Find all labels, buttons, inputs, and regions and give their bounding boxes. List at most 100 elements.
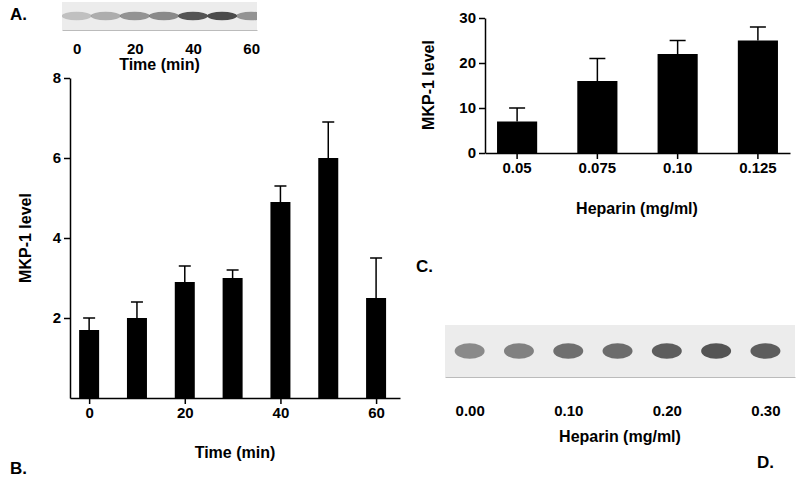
tick-label: 40 (185, 40, 202, 57)
band (149, 12, 179, 20)
tick-label: 60 (243, 40, 260, 57)
figure-svg: 0 20 40 60 Time (min) A. 0 20 40 60 2 4 6 8 Time (min)… (0, 0, 800, 483)
plot-marks (79, 122, 386, 398)
panel-label: A. (10, 5, 27, 24)
panel-label: D. (757, 453, 774, 472)
tick: 30 (459, 9, 485, 26)
band (207, 12, 237, 20)
axis-line (446, 377, 796, 378)
band (504, 343, 534, 359)
figure: 0 20 40 60 Time (min) A. 0 20 40 60 2 4 6 8 Time (min)… (0, 0, 800, 483)
error-bar-stem (184, 266, 186, 282)
error-bar-stem (597, 59, 599, 82)
x-axis-title: Heparin (mg/ml) (576, 200, 698, 217)
tick-mark (64, 78, 70, 80)
error-bar (83, 318, 95, 330)
tick: 8 (53, 69, 70, 86)
y-axis: 2 4 6 8 (53, 69, 71, 398)
tick-label: 2 (53, 309, 61, 326)
y-axis-title: MKP-1 level (17, 193, 34, 283)
x-axis: 0.050.0750.100.125 (486, 153, 791, 176)
error-bar-stem (677, 41, 679, 55)
tick-label: 4 (53, 229, 62, 246)
tick-label: 20 (127, 40, 144, 57)
tick-mark (479, 63, 485, 65)
tick-label: 0 (468, 144, 476, 161)
bar (497, 122, 537, 154)
band (603, 343, 633, 359)
tick-mark (479, 18, 485, 20)
tick-label: 20 (177, 404, 194, 421)
tick-label: 0.30 (751, 402, 780, 419)
y-axis: 0102030 (459, 9, 485, 161)
error-bar (750, 27, 766, 41)
tick-label: 0.10 (663, 159, 692, 176)
tick-label: 0.10 (554, 402, 583, 419)
tick-label: 60 (368, 404, 385, 421)
tick: 20 (459, 54, 485, 71)
band (62, 12, 92, 20)
band (120, 12, 150, 20)
error-bar-stem (280, 186, 282, 202)
tick-label: 30 (459, 9, 476, 26)
tick-label: 6 (53, 149, 61, 166)
error-bar-cap (670, 40, 686, 42)
tick-label: 0.00 (456, 402, 485, 419)
bar (79, 330, 99, 398)
tick-label: 0 (85, 404, 93, 421)
error-bar-stem (375, 258, 377, 298)
error-bar-cap (83, 317, 95, 319)
error-bar-stem (757, 27, 759, 41)
band (455, 343, 485, 359)
tick: 0 (73, 30, 81, 57)
band (701, 343, 731, 359)
bar-panel: 02040602468Time (min)MKP-1 level (17, 69, 401, 461)
band (553, 343, 583, 359)
blot-panel: 0 20 40 60 Time (min) (62, 2, 267, 73)
error-bar (179, 266, 191, 282)
axis-line (63, 30, 258, 31)
blot-panel: 0.00 0.10 0.20 0.30 Heparin (mg/ml) (445, 325, 796, 445)
tick-label: 0.20 (653, 402, 682, 419)
error-bar-stem (88, 318, 90, 330)
bar-panel: 0.050.0750.100.1250102030Heparin (mg/ml)… (420, 9, 791, 217)
error-bar-cap (509, 107, 525, 109)
bar (223, 278, 243, 398)
tick-label: 40 (273, 404, 290, 421)
plot-marks (497, 27, 778, 153)
tick: 20 (177, 398, 194, 421)
band (178, 12, 208, 20)
bar (270, 202, 290, 398)
x-axis: 0 20 40 60 (63, 30, 261, 57)
error-bar (131, 302, 143, 318)
tick: 0.075 (579, 153, 617, 176)
tick: 0.125 (739, 153, 777, 176)
bar (738, 41, 778, 154)
error-bar (322, 122, 334, 158)
tick-label: 0.075 (579, 159, 617, 176)
band (652, 343, 682, 359)
axis-line (485, 19, 487, 154)
tick: 4 (53, 229, 70, 246)
error-bar-stem (232, 270, 234, 278)
tick-mark (479, 108, 485, 110)
x-axis-title: Heparin (mg/ml) (559, 428, 681, 445)
tick-label: 20 (459, 54, 476, 71)
tick-mark (64, 318, 70, 320)
tick-mark (64, 238, 70, 240)
tick: 40 (273, 398, 290, 421)
bar (577, 81, 617, 153)
tick: 2 (53, 309, 70, 326)
blot-strip (62, 2, 257, 30)
band (91, 12, 121, 20)
bar (175, 282, 195, 398)
error-bar-cap (131, 301, 143, 303)
error-bar-cap (274, 185, 286, 187)
axis-line (486, 153, 791, 155)
tick: 6 (53, 149, 70, 166)
error-bar (274, 186, 286, 202)
x-axis-title: Time (min) (119, 56, 200, 73)
error-bar-stem (328, 122, 330, 158)
error-bar (589, 59, 605, 82)
tick: 40 (185, 30, 202, 57)
